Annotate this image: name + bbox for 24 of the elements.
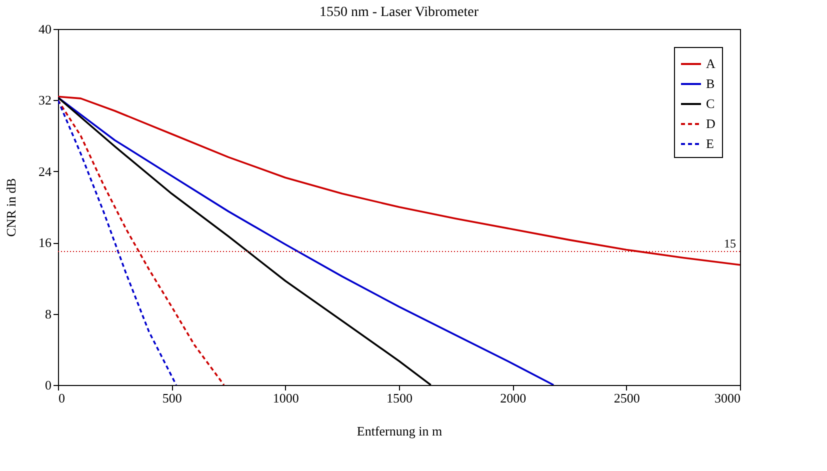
x-tick-label: 1000 xyxy=(272,390,299,406)
y-axis-title: CNR in dB xyxy=(4,178,18,237)
x-tick-label: 500 xyxy=(162,390,182,406)
legend-label: C xyxy=(706,96,715,111)
chart-title: 1550 nm - Laser Vibrometer xyxy=(319,5,479,20)
legend-label: E xyxy=(706,136,714,151)
x-tick-label: 3000 xyxy=(714,390,740,406)
x-tick-label: 0 xyxy=(58,390,65,406)
x-axis-title: Entfernung in m xyxy=(356,424,442,438)
x-tick-label: 2500 xyxy=(614,390,640,406)
legend-label: A xyxy=(706,56,716,71)
y-tick-label: 8 xyxy=(45,306,52,322)
legend-label: D xyxy=(706,116,716,131)
y-tick-label: 24 xyxy=(38,164,52,179)
y-tick-label: 32 xyxy=(38,92,52,108)
y-tick-label: 0 xyxy=(45,378,52,392)
ref-line-label: 15 xyxy=(724,236,736,250)
x-tick-label: 1500 xyxy=(386,390,412,406)
line-series xyxy=(58,96,740,266)
y-tick-label: 40 xyxy=(38,22,52,36)
x-tick-label: 2000 xyxy=(500,390,526,406)
y-tick-label: 16 xyxy=(38,235,52,250)
legend-label: B xyxy=(706,76,715,91)
line-series xyxy=(58,99,178,385)
